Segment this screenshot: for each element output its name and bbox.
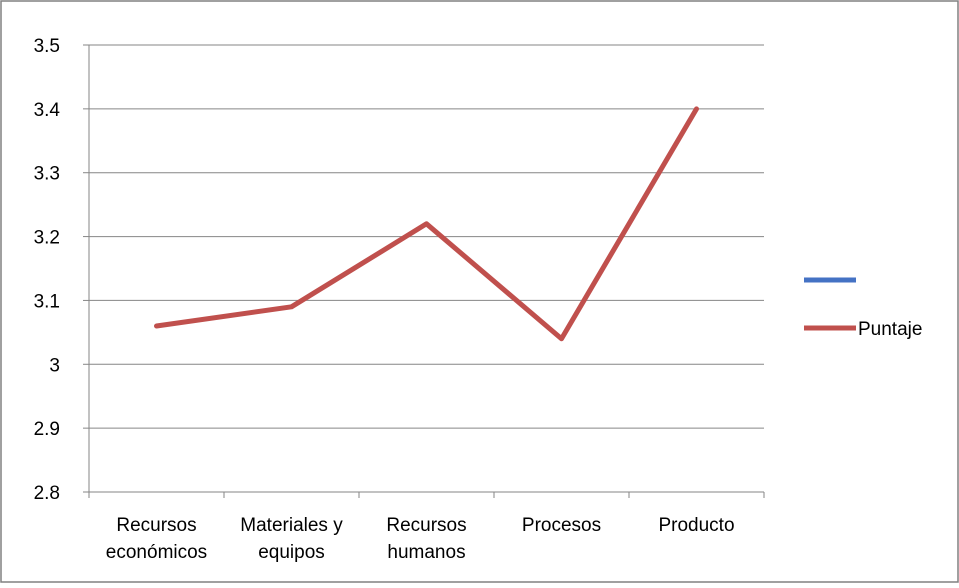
x-category-label: Procesos [522, 515, 601, 536]
x-category-label-line: Producto [658, 515, 734, 536]
y-tick-label: 2.9 [34, 419, 60, 440]
y-tick-label: 2.8 [34, 483, 60, 504]
y-tick-label: 3 [49, 355, 60, 376]
x-category-label-line: Recursos [116, 515, 196, 536]
y-tick-label: 3.1 [34, 291, 60, 312]
x-category-label-line: equipos [258, 542, 325, 563]
x-category-label: Producto [658, 515, 734, 536]
y-tick-label: 3.2 [34, 228, 60, 249]
y-tick-label: 3.5 [34, 36, 60, 57]
y-tick-label: 3.3 [34, 164, 60, 185]
x-category-label-line: económicos [106, 542, 207, 563]
x-category-label-line: Recursos [386, 515, 466, 536]
x-category-label-line: Materiales y [240, 515, 343, 536]
legend-label: Puntaje [858, 319, 922, 340]
y-tick-label: 3.4 [34, 100, 61, 121]
x-category-label-line: humanos [387, 542, 465, 563]
x-category-label-line: Procesos [522, 515, 601, 536]
